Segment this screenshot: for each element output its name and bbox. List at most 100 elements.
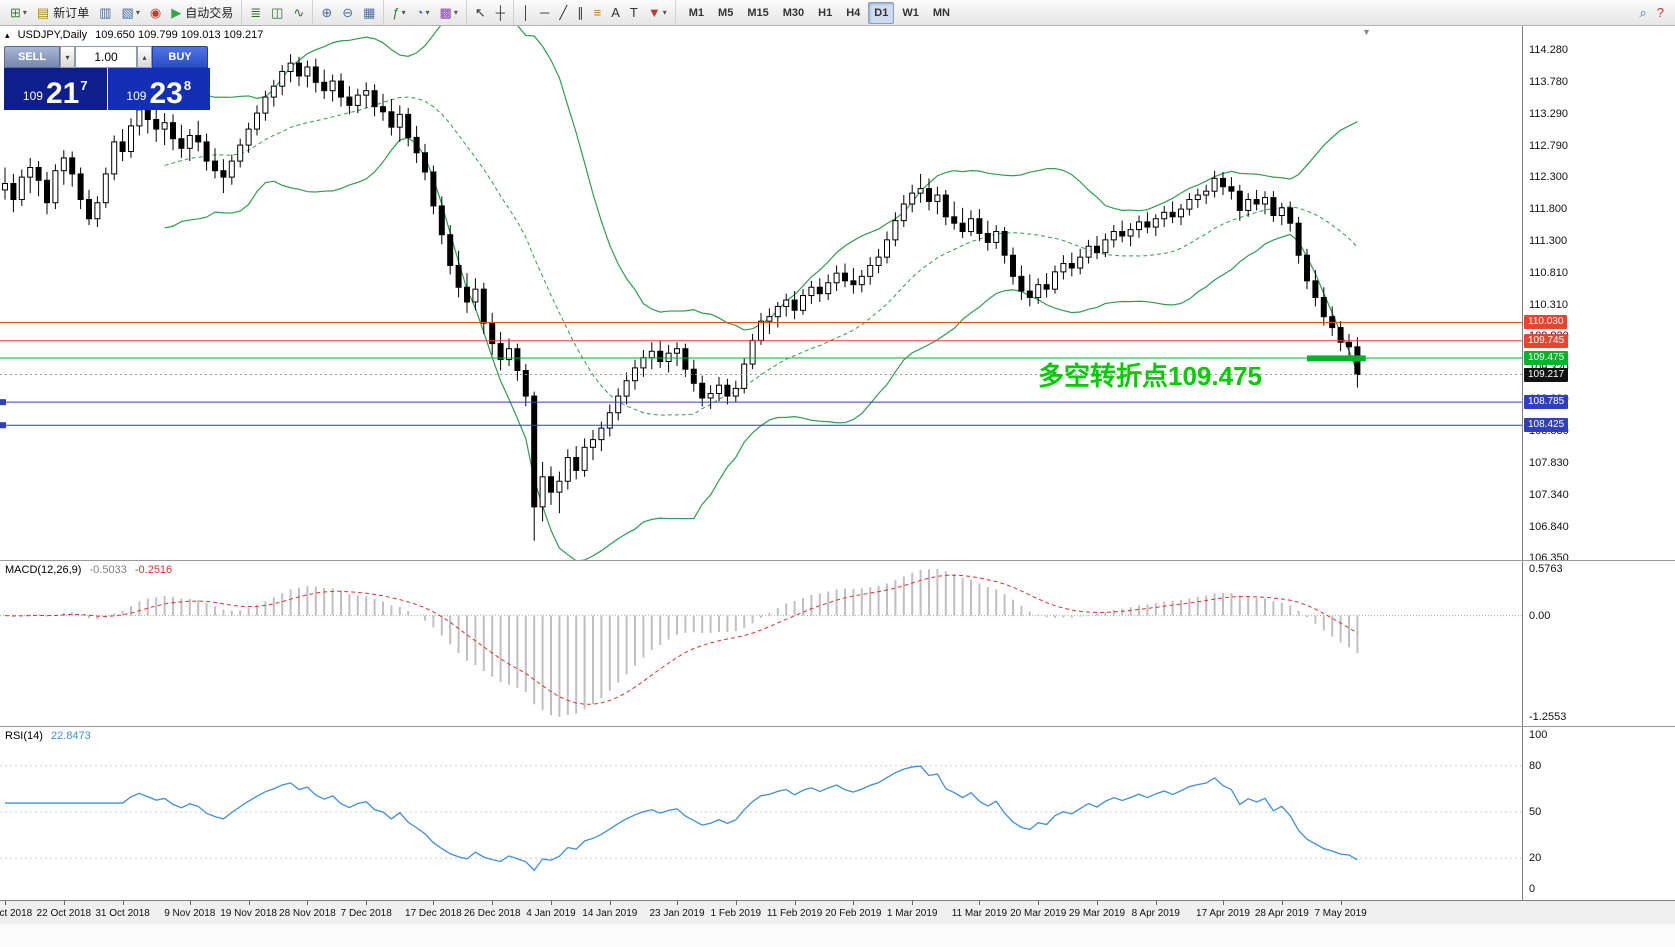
new-chart-button[interactable]: ⊞ ▾ [6, 2, 31, 24]
trendline-button[interactable]: ╱ [555, 2, 571, 24]
timeframe-w1-button[interactable]: W1 [902, 6, 919, 19]
arrows-button[interactable]: ▼ ▾ [644, 2, 671, 24]
community-button[interactable]: ◉ [146, 2, 165, 24]
time-axis-label[interactable]: 20 Mar 2019 [1010, 908, 1067, 919]
timeframe-h4-button[interactable]: H4 [846, 6, 861, 19]
zoom-out-button[interactable]: ⊖ [338, 2, 357, 24]
time-axis-label[interactable]: 19 Nov 2018 [220, 908, 277, 919]
price-axis[interactable]: 114.280 113.780 113.290 112.790 112.300 111.8… [1522, 26, 1675, 560]
timeframe-h1-button[interactable]: H1 [818, 6, 833, 19]
equidistant-channel-button[interactable]: ∥ [573, 2, 588, 24]
macd-axis[interactable]: 0.5763 0.00 -1.2553 [1522, 561, 1675, 727]
candle-body [833, 272, 840, 284]
time-axis-label[interactable]: 1 Feb 2019 [710, 908, 762, 919]
chart-bars-button[interactable]: ≣ [246, 2, 265, 24]
time-axis-label[interactable]: 23 Jan 2019 [649, 908, 705, 919]
time-axis-label[interactable]: 17 Dec 2018 [405, 908, 462, 919]
horizontal-line-button[interactable]: ─ [536, 2, 553, 24]
time-axis-label[interactable]: 22 Oct 2018 [36, 908, 92, 919]
candle-body [1068, 263, 1075, 269]
time-axis-label[interactable]: 28 Apr 2019 [1254, 908, 1309, 919]
time-axis-label[interactable]: 28 Nov 2018 [279, 908, 336, 919]
text-label-button[interactable]: T [626, 2, 642, 24]
candle-body [464, 286, 470, 303]
candle-body [94, 202, 101, 220]
volume-increase-button[interactable]: ▴ [137, 46, 152, 68]
candlestick-chart[interactable] [0, 26, 1522, 560]
timeframe-m5-button[interactable]: M5 [718, 6, 734, 19]
tile-windows-button[interactable]: ▦ [359, 2, 379, 24]
macd-chart[interactable] [0, 561, 1522, 727]
sell-price-pip: 7 [80, 78, 88, 93]
time-axis-label[interactable]: 14 Jan 2019 [582, 908, 638, 919]
price-axis-label: 110.810 [1529, 266, 1568, 279]
help-button[interactable]: ? [1653, 2, 1668, 24]
vertical-line-button[interactable]: │ [518, 2, 534, 24]
crosshair-button[interactable]: ┼ [492, 2, 509, 24]
time-axis-label[interactable]: 20 Feb 2019 [825, 908, 882, 919]
new-order-button[interactable]: ▤ 新订单 [33, 2, 93, 24]
toolbar-group: ⊞ ▾ ▤ 新订单 ▥ ▧ ▾ ◉ ▶ 自动交易 [2, 0, 243, 25]
time-axis-label[interactable]: 26 Dec 2018 [463, 908, 521, 919]
chart-candlesticks-button[interactable]: ◫ [267, 2, 287, 24]
chart-annotation[interactable]: 多空转折点109.475 [1038, 361, 1262, 391]
time-axis-label[interactable]: 1 Mar 2019 [886, 908, 938, 919]
time-axis-label[interactable]: 9 Nov 2018 [164, 908, 216, 919]
timeframe-m30-button[interactable]: M30 [782, 6, 805, 19]
time-axis-label[interactable]: 8 Apr 2019 [1131, 908, 1180, 919]
indicators-button[interactable]: ƒ ▾ [388, 2, 409, 24]
candle-body [1312, 280, 1319, 298]
search-icon: ⌕ [1639, 5, 1647, 20]
time-axis-label[interactable]: 4 Jan 2019 [526, 908, 576, 919]
templates-button[interactable]: ▩ ▾ [436, 2, 462, 24]
auto-trading-button[interactable]: ▶ 自动交易 [167, 2, 237, 24]
candle-body [212, 160, 218, 172]
time-axis-label[interactable]: 17 Apr 2019 [1196, 908, 1250, 919]
time-axis-label[interactable]: 11 Mar 2019 [951, 908, 1008, 919]
time-axis-label[interactable]: 29 Mar 2019 [1068, 908, 1126, 919]
time-axis-label[interactable]: 7 May 2019 [1314, 908, 1367, 919]
candle-body [909, 192, 916, 205]
timeframe-mn-button[interactable]: MN [932, 6, 950, 19]
cursor-button[interactable]: ↖ [471, 2, 490, 24]
candle-body [237, 144, 244, 162]
time-axis-label[interactable]: 11 Feb 2019 [766, 908, 823, 919]
timeframe-m1-button[interactable]: M1 [688, 6, 705, 19]
rsi-axis[interactable]: 100 80 50 20 0 [1522, 727, 1675, 901]
time-axis-label[interactable]: 12 Oct 2018 [0, 908, 33, 919]
candle-body [321, 81, 328, 92]
periods-button[interactable]: ◔ ▾ [412, 2, 434, 24]
horizontal-lines[interactable] [0, 321, 1522, 429]
candle-body [10, 183, 17, 201]
zoom-in-button[interactable]: ⊕ [317, 2, 336, 24]
tile-windows-icon: ▦ [363, 5, 376, 20]
candle-body [1094, 245, 1100, 254]
buy-price-display[interactable]: 109 23 8 [107, 68, 210, 110]
search-button[interactable]: ⌕ [1635, 2, 1650, 24]
candle-body [1236, 190, 1243, 211]
volume-decrease-button[interactable]: ▾ [60, 46, 75, 68]
volume-input[interactable] [75, 46, 137, 68]
sell-price-display[interactable]: 109 21 7 [4, 68, 107, 110]
chart-line-button[interactable]: ∿ [289, 2, 308, 24]
time-axis-label[interactable]: 7 Dec 2018 [340, 908, 392, 919]
candle-body [900, 203, 907, 222]
chart-windows-button[interactable]: ▥ [95, 2, 115, 24]
sell-button[interactable]: SELL [4, 46, 60, 68]
candle-body [1186, 199, 1193, 210]
price-badge: 109.217 [1524, 367, 1569, 382]
buy-button[interactable]: BUY [152, 46, 208, 68]
chart-shift-marker: ▼ [1362, 27, 1371, 37]
text-button[interactable]: A [607, 2, 624, 24]
rsi-value: 22.8473 [50, 730, 91, 742]
price-axis-label: 113.290 [1529, 107, 1568, 120]
rsi-chart[interactable] [0, 727, 1522, 901]
candle-body [27, 167, 34, 178]
time-axis-tick [492, 901, 494, 905]
timeframe-d1-button[interactable]: D1 [868, 1, 895, 24]
fibonacci-button[interactable]: ≡ [590, 2, 606, 24]
profiles-button[interactable]: ▧ ▾ [118, 2, 144, 24]
time-axis-label[interactable]: 31 Oct 2018 [95, 908, 150, 919]
timeframe-m15-button[interactable]: M15 [747, 6, 769, 19]
